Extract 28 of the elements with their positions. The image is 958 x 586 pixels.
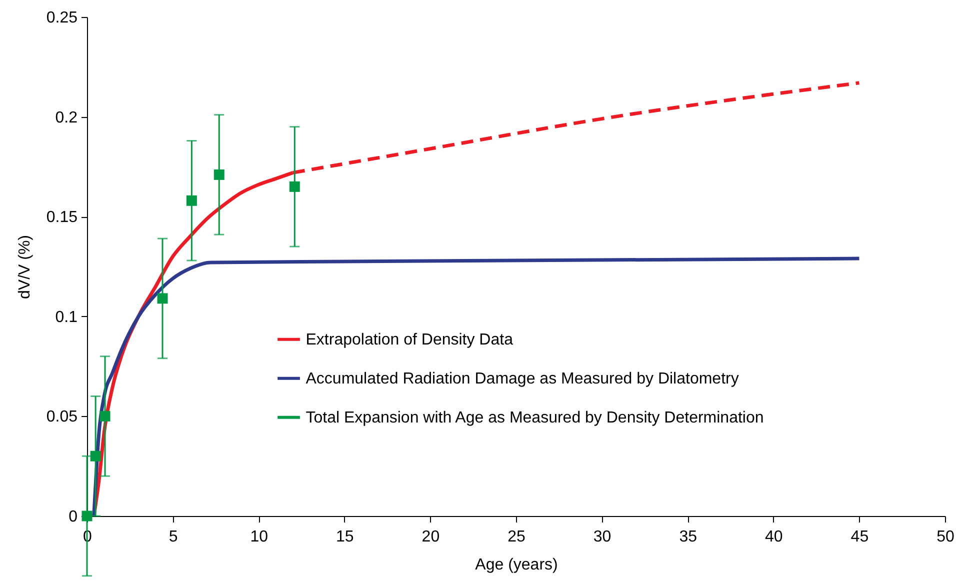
point [214,169,224,180]
x-tick-label: 30 [593,528,612,546]
point [157,293,168,304]
y-tick-label: 0 [68,508,78,526]
x-axis-title: Age (years) [475,556,558,574]
x-tick-label: 50 [936,528,954,546]
y-tick-label: 0.15 [46,209,78,226]
point [289,181,300,192]
x-tick-label: 25 [508,528,526,546]
x-tick-label: 10 [250,528,268,546]
point [100,410,110,422]
legend-label: Accumulated Radiation Damage as Measured by Dilatometry [306,370,739,388]
legend-label: Total Expansion with Age as Measured by Density Determination [306,409,764,426]
x-tick-label: 5 [168,528,178,546]
x-tick-label: 20 [422,528,440,546]
x-tick-label: 35 [679,528,698,546]
line-series [92,256,861,516]
x-tick-label: 45 [850,528,869,546]
x-tick-label: 40 [765,528,783,546]
legend-label: Extrapolation of Density Data [306,331,514,348]
point [186,195,197,206]
y-tick-label: 0.1 [55,308,78,326]
x-tick-label: 15 [336,528,354,546]
y-tick-label: 0.05 [46,408,78,426]
point [90,450,101,462]
y-tick-label: 0.2 [55,109,78,126]
y-tick-label: 0.25 [46,10,78,26]
y-axis-title: dV/V (%) [16,234,34,300]
